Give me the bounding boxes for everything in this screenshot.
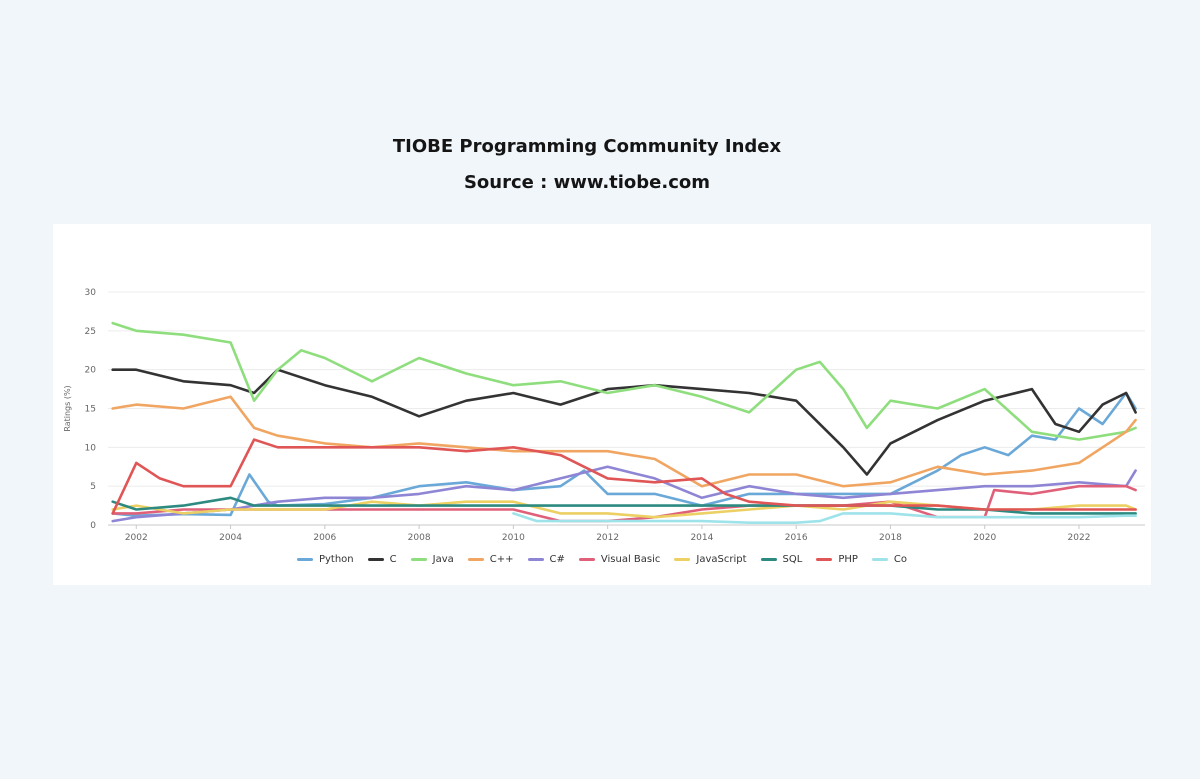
legend-swatch xyxy=(578,558,595,561)
legend-label: PHP xyxy=(838,554,858,565)
legend-swatch xyxy=(367,558,384,561)
y-tick-label: 20 xyxy=(85,366,97,376)
legend-label: Co xyxy=(893,554,908,565)
y-tick-label: 30 xyxy=(85,288,97,298)
legend-swatch xyxy=(760,558,777,561)
series-line-co xyxy=(512,512,1137,525)
legend-swatch xyxy=(674,558,691,561)
legend-label: C++ xyxy=(489,554,514,565)
line-chart: 0 5 10 15 20 25 30 2002 2004 2006 2008 2010 2012 2014… xyxy=(63,288,1145,543)
x-tick-label: 2002 xyxy=(125,533,148,543)
legend-swatch xyxy=(871,558,888,561)
legend-item[interactable]: PHP xyxy=(816,554,858,565)
legend-item[interactable]: C xyxy=(367,554,397,565)
series-line-c xyxy=(111,368,1137,476)
legend-label: C xyxy=(389,554,397,565)
legend-label: Visual Basic xyxy=(600,554,661,565)
x-tick-label: 2014 xyxy=(690,533,713,543)
legend-swatch xyxy=(467,558,484,561)
legend-item[interactable]: Co xyxy=(871,554,908,565)
chart-legend: Python C Java C++ C# Visual Basic JavaScript SQ… xyxy=(53,554,1151,565)
legend-label: SQL xyxy=(782,554,803,565)
x-tick-label: 2004 xyxy=(219,533,242,543)
legend-swatch xyxy=(410,558,427,561)
legend-label: JavaScript xyxy=(696,554,747,565)
legend-label: Java xyxy=(432,554,454,565)
x-tick-label: 2008 xyxy=(408,533,431,543)
chart-title: TIOBE Programming Community Index xyxy=(392,136,782,157)
y-tick-label: 5 xyxy=(90,482,96,492)
legend-item[interactable]: C++ xyxy=(467,554,514,565)
series-line-c xyxy=(111,395,1137,488)
y-tick-label: 0 xyxy=(90,521,96,531)
x-tick-label: 2010 xyxy=(502,533,525,543)
legend-item[interactable]: SQL xyxy=(760,554,803,565)
y-tick-label: 10 xyxy=(85,443,97,453)
legend-item[interactable]: JavaScript xyxy=(674,554,747,565)
legend-item[interactable]: Visual Basic xyxy=(578,554,661,565)
chart-panel: 0 5 10 15 20 25 30 2002 2004 2006 2008 2010 2012 2014… xyxy=(53,224,1151,585)
x-tick-label: 2012 xyxy=(596,533,619,543)
x-tick-label: 2006 xyxy=(313,533,336,543)
chart-subtitle: Source : www.tiobe.com xyxy=(463,172,711,193)
legend-item[interactable]: Python xyxy=(296,554,354,565)
legend-swatch xyxy=(816,558,833,561)
x-tick-label: 2018 xyxy=(879,533,902,543)
legend-item[interactable]: Java xyxy=(410,554,454,565)
series-line-python xyxy=(111,391,1137,518)
y-axis-label: Ratings (%) xyxy=(63,385,72,431)
series-line-c xyxy=(111,465,1137,523)
y-tick-label: 25 xyxy=(85,327,96,337)
x-tick-label: 2022 xyxy=(1068,533,1091,543)
x-tick-label: 2016 xyxy=(785,533,808,543)
series-line-php xyxy=(111,438,1137,515)
legend-swatch xyxy=(527,558,544,561)
legend-label: Python xyxy=(318,554,354,565)
y-tick-label: 15 xyxy=(85,405,96,415)
legend-label: C# xyxy=(549,554,565,565)
x-tick-label: 2020 xyxy=(973,533,996,543)
legend-item[interactable]: C# xyxy=(527,554,565,565)
legend-swatch xyxy=(296,558,313,561)
series-line-java xyxy=(111,321,1137,441)
